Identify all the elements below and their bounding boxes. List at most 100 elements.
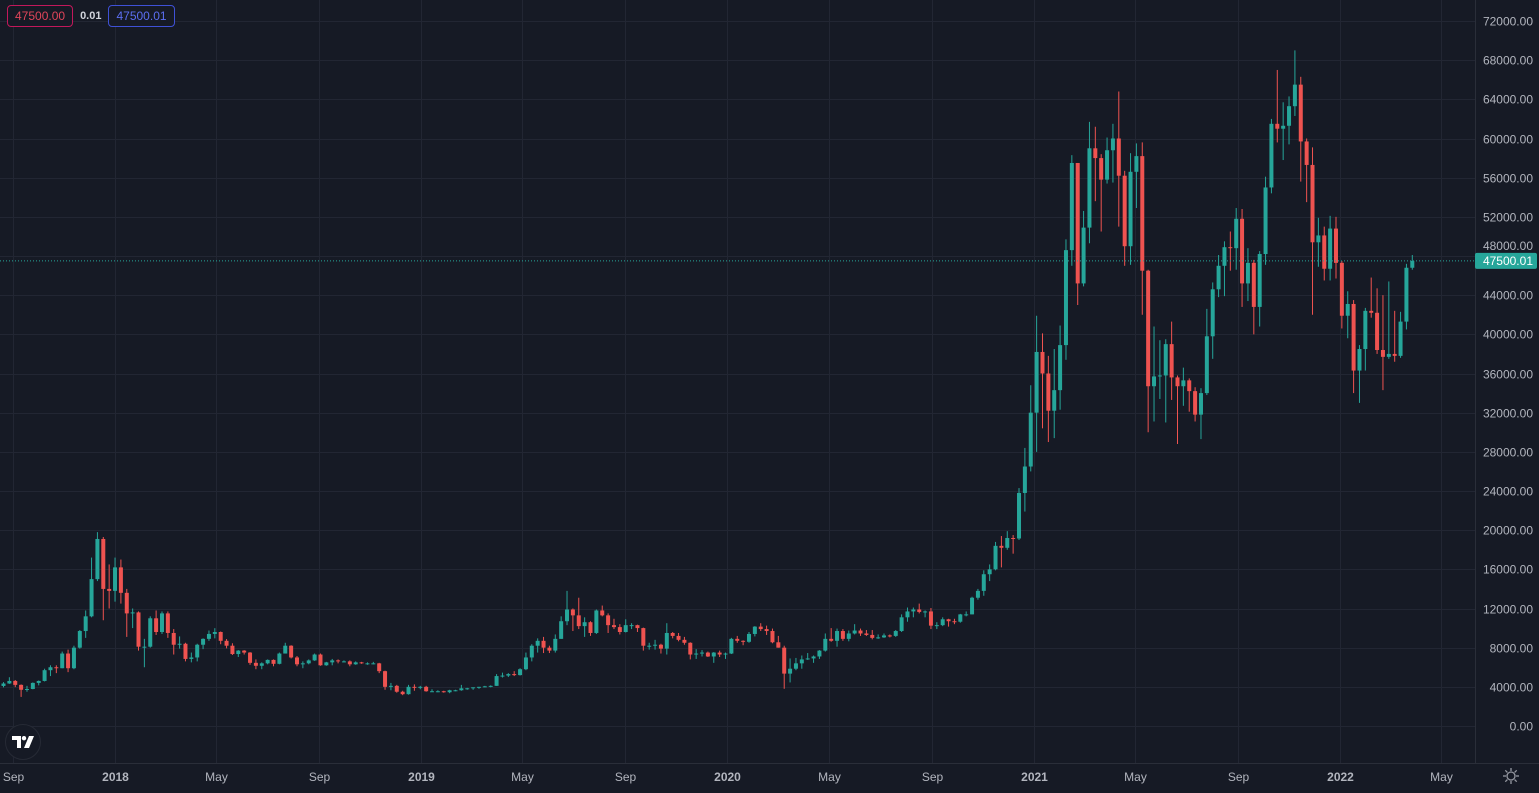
candle-body xyxy=(717,652,722,655)
candle-up xyxy=(817,650,822,659)
candle-body xyxy=(964,614,969,616)
candle-up xyxy=(283,642,288,654)
candle-down xyxy=(1093,126,1098,202)
candle-body xyxy=(934,625,939,627)
candle-body xyxy=(388,685,393,687)
candle-body xyxy=(253,662,258,666)
candle-down xyxy=(606,613,611,633)
candle-body xyxy=(782,647,787,674)
candle-body xyxy=(1281,125,1286,129)
candle-up xyxy=(846,630,851,642)
candle-up xyxy=(212,628,217,639)
candle-down xyxy=(864,630,869,636)
candle-up xyxy=(388,682,393,691)
candle-up xyxy=(353,661,358,665)
candle-body xyxy=(77,631,82,648)
candle-body xyxy=(694,653,699,655)
candle-up xyxy=(594,609,599,634)
candle-up xyxy=(7,677,12,684)
candle-body xyxy=(54,667,59,669)
candle-down xyxy=(735,635,740,643)
time-axis[interactable]: Sep 2018 May Sep 2019 May Sep 2020 May Sep 2021 May… xyxy=(3,770,1453,784)
candle-body xyxy=(981,574,986,591)
candle-down xyxy=(917,603,922,614)
buy-button[interactable]: 47500.01 xyxy=(108,5,175,27)
tradingview-logo-icon[interactable] xyxy=(5,724,41,760)
y-tick-label: 28000.00 xyxy=(1483,446,1533,460)
candle-up xyxy=(975,588,980,600)
candle-down xyxy=(952,618,957,625)
price-axis[interactable]: 0.00 4000.00 8000.00 12000.00 16000.00 20000.… xyxy=(1483,15,1533,734)
candle-up xyxy=(1058,325,1063,410)
candle-body xyxy=(424,686,429,692)
candle-up xyxy=(488,685,493,688)
candle-body xyxy=(1345,303,1350,316)
candle-body xyxy=(124,592,129,614)
spread-value: 0.01 xyxy=(80,10,102,22)
candle-body xyxy=(588,622,593,633)
y-tick-label: 16000.00 xyxy=(1483,563,1533,577)
y-tick-label: 52000.00 xyxy=(1483,211,1533,225)
candle-down xyxy=(359,661,364,664)
candle-body xyxy=(547,647,552,651)
candle-body xyxy=(206,633,211,639)
candle-down xyxy=(412,684,417,691)
candle-up xyxy=(1234,208,1239,270)
candle-up xyxy=(940,617,945,627)
candle-body xyxy=(89,579,94,617)
candle-body xyxy=(905,611,910,618)
candle-up xyxy=(629,623,634,630)
candle-down xyxy=(118,559,123,604)
candle-down xyxy=(887,634,892,638)
candle-down xyxy=(230,643,235,656)
candle-down xyxy=(670,632,675,639)
candle-down xyxy=(1298,76,1303,182)
candle-up xyxy=(529,644,534,662)
candle-body xyxy=(412,686,417,688)
x-tick-label: 2019 xyxy=(408,770,435,784)
candle-body xyxy=(1128,171,1133,247)
candle-up xyxy=(1292,50,1297,116)
candle-body xyxy=(1110,138,1115,151)
candle-up xyxy=(799,655,804,669)
candle-up xyxy=(418,685,423,690)
candle-body xyxy=(1134,156,1139,172)
candle-body xyxy=(788,668,793,674)
gear-icon[interactable] xyxy=(1500,765,1522,787)
candle-body xyxy=(1122,175,1127,247)
candle-body xyxy=(1069,162,1074,251)
candle-up xyxy=(835,628,840,647)
candle-down xyxy=(1169,321,1174,400)
candle-down xyxy=(547,645,552,654)
candle-body xyxy=(42,670,47,681)
candle-body xyxy=(1333,228,1338,263)
candle-up xyxy=(113,557,118,602)
candle-down xyxy=(658,643,663,654)
candle-down xyxy=(253,659,258,670)
candle-body xyxy=(230,645,235,655)
candle-body xyxy=(435,691,440,693)
candle-up xyxy=(711,652,716,663)
candle-up xyxy=(206,630,211,641)
candle-body xyxy=(1087,148,1092,228)
candle-down xyxy=(336,659,341,664)
candle-body xyxy=(817,650,822,657)
candle-up xyxy=(1087,121,1092,244)
candle-up xyxy=(48,665,53,677)
candle-up xyxy=(1,682,6,688)
candle-up xyxy=(899,614,904,632)
candle-body xyxy=(224,640,229,646)
candle-up xyxy=(535,638,540,653)
candle-body xyxy=(154,618,159,632)
candle-up xyxy=(1210,282,1215,359)
candle-body xyxy=(576,615,581,627)
candle-down xyxy=(136,611,141,651)
sell-button[interactable]: 47500.00 xyxy=(7,5,74,27)
candle-body xyxy=(1392,353,1397,356)
candle-body xyxy=(1204,336,1209,394)
candle-body xyxy=(1292,84,1297,107)
sell-price: 47500.00 xyxy=(15,9,66,23)
candle-body xyxy=(13,680,18,685)
candle-body xyxy=(383,671,388,687)
